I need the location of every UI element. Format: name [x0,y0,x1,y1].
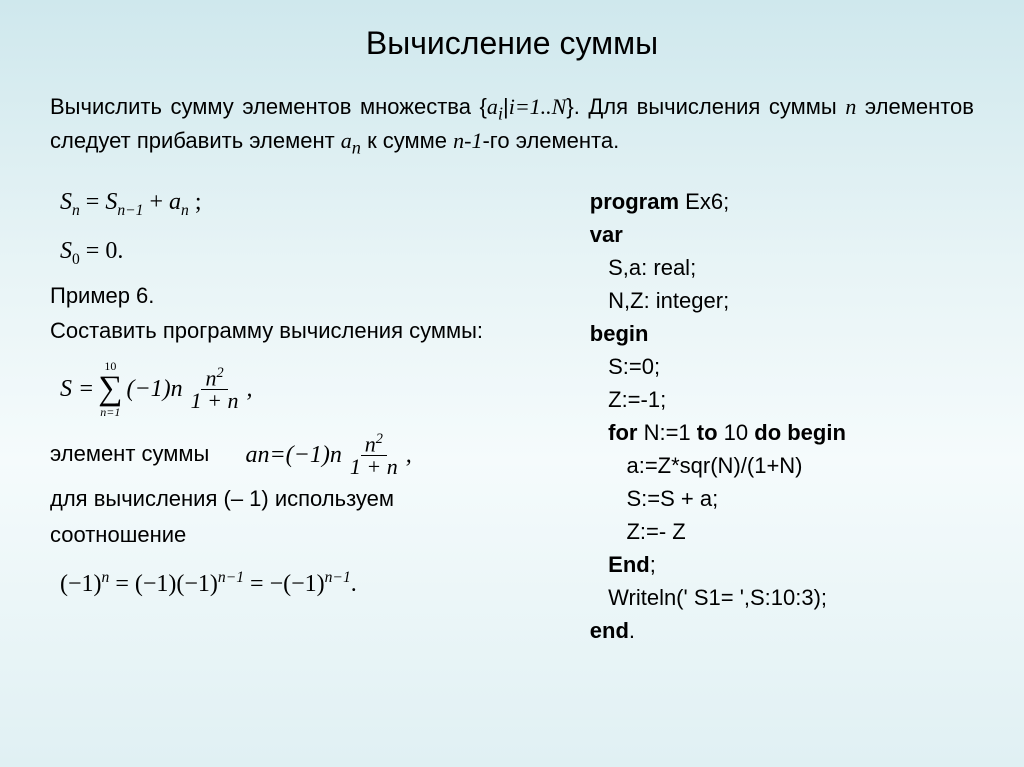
sf-den: 1 + n [187,390,243,412]
sf-exp: n [171,373,183,405]
element-formula: an = (−1)n n2 1 + n , [245,432,411,478]
element-label: элемент суммы [50,441,209,466]
intro-n: n [845,94,856,119]
c1b: Ex6; [679,189,729,214]
sf-eq: = [78,373,94,405]
code-l14: end. [590,614,974,647]
c8d: to [697,420,718,445]
sf-neg1: (−1) [126,373,170,405]
sf-comma: , [247,373,253,405]
intro-text-2: }. Для вычисления суммы [566,94,845,119]
sigma-wrap: 10 ∑ n=1 [98,360,122,418]
code-l5: begin [590,317,974,350]
intro-an-sub: n [352,138,361,158]
ef-a: a [245,439,257,471]
c14a: end [590,618,629,643]
relation-label-1: для вычисления (– 1) используем [50,484,570,514]
sf-num-n: n [205,365,216,390]
intro-irange: i=1..N [509,94,567,119]
code-l8: for N:=1 to 10 do begin [590,416,974,449]
ef-eq: = [269,439,285,471]
c12c: ; [650,552,656,577]
intro-ai: a [487,94,498,119]
ef-sub: n [257,439,269,471]
rf-l1: (−1) [60,571,102,597]
code-l12: End; [590,548,974,581]
c8c: N:=1 [637,420,696,445]
left-column: Sn = Sn−1 + an ; S0 = 0. Пример 6. Соста… [50,175,570,647]
c12b: End [608,552,650,577]
example-label: Пример 6. [50,281,570,311]
r2-eq: = 0. [80,238,124,264]
ef-num-exp: 2 [376,431,383,447]
c12a [590,552,608,577]
rf-eq1: = (−1)(−1) [109,571,218,597]
slide: Вычисление суммы Вычислить сумму элемент… [0,0,1024,672]
recurrence-1: Sn = Sn−1 + an ; [60,183,570,224]
c8f: do begin [754,420,846,445]
slide-title: Вычисление суммы [50,25,974,62]
sf-lower: n=1 [100,406,120,418]
c14b: . [629,618,635,643]
r1-S: S [60,189,72,215]
rf-dot: . [351,571,357,597]
c1a: program [590,189,679,214]
ef-neg1: (−1) [286,439,330,471]
code-block: program Ex6; var S,a: real; N,Z: integer… [570,175,974,647]
code-l2: var [590,218,974,251]
code-l11: Z:=- Z [590,515,974,548]
intro-an: a [341,128,352,153]
rf-eq2: = −(−1) [244,571,325,597]
r1-eq: = [80,189,106,215]
c8e: 10 [718,420,755,445]
rf-e2: n−1 [218,569,244,586]
r1-semi: ; [189,189,202,215]
ef-num-n: n [365,431,376,456]
recurrence-2: S0 = 0. [60,232,570,273]
r1-nm1: n−1 [117,202,143,219]
relation-label-2: соотношение [50,520,570,550]
code-l1: program Ex6; [590,185,974,218]
content-row: Sn = Sn−1 + an ; S0 = 0. Пример 6. Соста… [50,175,974,647]
rf-e3: n−1 [325,569,351,586]
element-row: элемент суммы an = (−1)n n2 1 + n , [50,432,570,478]
sum-formula: S = 10 ∑ n=1 (−1)n n2 1 + n , [60,360,253,418]
intro-nm1: n-1 [453,128,482,153]
code-l6: S:=0; [590,350,974,383]
c8a [590,420,608,445]
r1-an-sub: n [181,202,189,219]
r1-S2: S [105,189,117,215]
r1-plus: + [143,189,169,215]
r2-zero: 0 [72,251,80,268]
example-text: Составить программу вычисления суммы: [50,316,570,346]
code-l4: N,Z: integer; [590,284,974,317]
ef-exp: n [330,439,342,471]
ef-den: 1 + n [346,456,402,478]
r2-S: S [60,238,72,264]
sf-sigma: ∑ [98,372,122,406]
c8b: for [608,420,637,445]
sf-frac: n2 1 + n [187,366,243,412]
code-l3: S,a: real; [590,251,974,284]
intro-text-1: Вычислить сумму элементов множества { [50,94,487,119]
code-l9: a:=Z*sqr(N)/(1+N) [590,449,974,482]
intro-text-5: -го элемента. [482,128,619,153]
code-l7: Z:=-1; [590,383,974,416]
sf-S: S [60,373,72,405]
code-l10: S:=S + a; [590,482,974,515]
sf-num-exp: 2 [216,365,223,381]
r1-n: n [72,202,80,219]
code-l13: Writeln(' S1= ',S:10:3); [590,581,974,614]
ef-comma: , [406,439,412,471]
ef-frac: n2 1 + n [346,432,402,478]
r1-a: a [169,189,181,215]
relation-formula: (−1)n = (−1)(−1)n−1 = −(−1)n−1. [60,565,570,603]
intro-text-4: к сумме [361,128,453,153]
intro-paragraph: Вычислить сумму элементов множества {ai|… [50,92,974,160]
